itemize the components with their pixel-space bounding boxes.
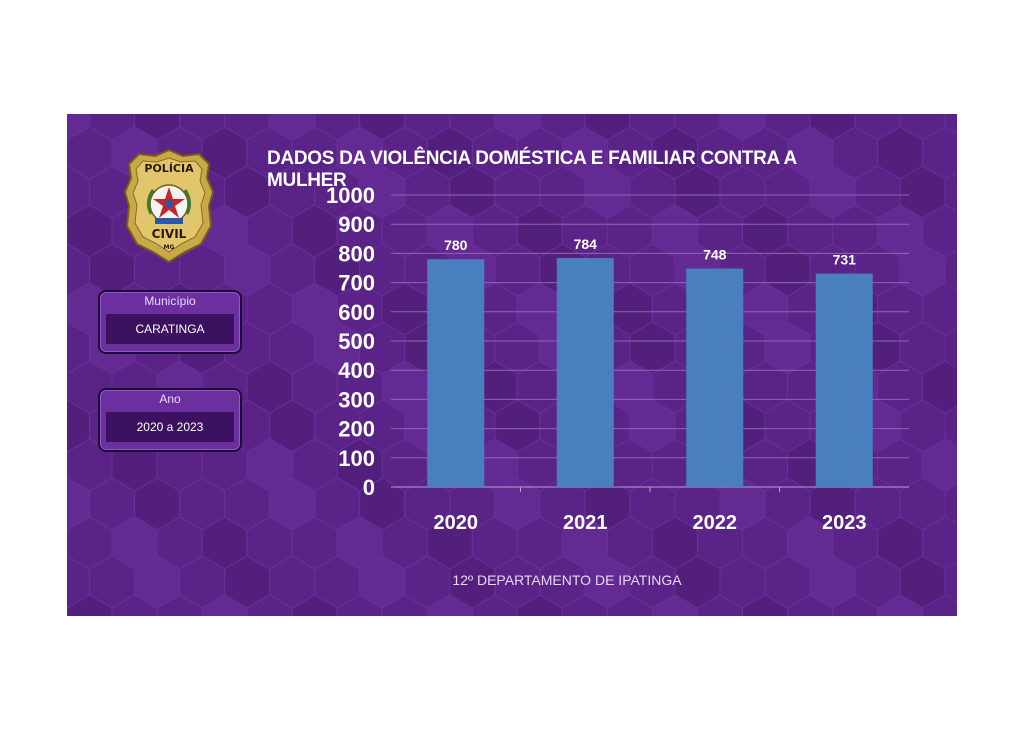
bar-chart: 0 100 200 300 400 500 600 700 800 900 1000 780 2020 7… bbox=[326, 183, 909, 534]
badge-state-text: MG bbox=[164, 244, 175, 251]
hexagon-tile bbox=[201, 594, 248, 616]
hexagon-tile bbox=[381, 594, 428, 616]
ano-filter-value[interactable]: 2020 a 2023 bbox=[106, 412, 234, 442]
hexagon-tile bbox=[111, 594, 158, 616]
bar-2023 bbox=[815, 273, 873, 487]
y-tick-label: 700 bbox=[338, 271, 375, 296]
y-tick-label: 200 bbox=[338, 417, 375, 442]
bar-2021 bbox=[556, 258, 614, 487]
data-label-2020: 780 bbox=[444, 237, 468, 253]
hexagon-tile bbox=[922, 438, 957, 492]
hexagon-tile bbox=[719, 114, 766, 141]
hexagon-tile bbox=[516, 594, 563, 616]
hexagon-tile bbox=[606, 594, 653, 616]
hexagon-tile bbox=[336, 594, 383, 616]
y-tick-label: 100 bbox=[338, 446, 375, 471]
y-tick-label: 400 bbox=[338, 358, 375, 383]
x-tick-label-2021: 2021 bbox=[563, 512, 608, 534]
badge-bottom-text: CIVIL bbox=[152, 227, 187, 241]
y-tick-label: 900 bbox=[338, 212, 375, 237]
hexagon-tile bbox=[697, 594, 743, 616]
x-tick-label-2022: 2022 bbox=[693, 512, 738, 534]
hexagon-tile bbox=[922, 360, 957, 414]
municipio-filter-label: Município bbox=[144, 294, 196, 308]
hexagon-tile bbox=[651, 594, 698, 616]
x-tick-label-2020: 2020 bbox=[434, 512, 479, 534]
bar-2022 bbox=[686, 268, 744, 487]
hexagon-tile bbox=[156, 594, 203, 616]
hexagon-tile bbox=[67, 477, 90, 531]
bar-2020 bbox=[427, 259, 485, 487]
hexagon-tile bbox=[67, 114, 90, 141]
data-label-2023: 731 bbox=[833, 252, 857, 268]
municipio-filter-value[interactable]: CARATINGA bbox=[106, 314, 234, 344]
dashboard-panel: DADOS DA VIOLÊNCIA DOMÉSTICA E FAMILIAR … bbox=[67, 114, 957, 616]
hexagon-tile bbox=[426, 594, 473, 616]
hexagon-tile bbox=[67, 594, 113, 616]
hexagon-tile bbox=[269, 114, 316, 141]
policia-civil-badge-logo: POLÍCIA CIVIL MG bbox=[123, 148, 215, 264]
hexagon-tile bbox=[494, 114, 541, 141]
hexagon-tile bbox=[742, 594, 788, 616]
footer-department: 12º DEPARTAMENTO DE IPATINGA bbox=[452, 572, 682, 588]
data-label-2021: 784 bbox=[574, 236, 598, 252]
x-tick-label-2023: 2023 bbox=[822, 512, 867, 534]
ano-filter-label: Ano bbox=[159, 392, 181, 406]
y-tick-label: 800 bbox=[338, 241, 375, 266]
y-tick-label: 500 bbox=[338, 329, 375, 354]
hexagon-tile bbox=[877, 594, 924, 616]
badge-top-text: POLÍCIA bbox=[144, 162, 194, 175]
hexagon-tile bbox=[471, 594, 518, 616]
data-label-2022: 748 bbox=[703, 247, 727, 263]
hexagon-tile bbox=[291, 594, 338, 616]
hexagon-tile bbox=[561, 594, 608, 616]
hexagon-tile bbox=[787, 594, 834, 616]
hexagon-tile bbox=[832, 594, 879, 616]
hexagon-tile bbox=[67, 399, 90, 453]
page-title: DADOS DA VIOLÊNCIA DOMÉSTICA E FAMILIAR … bbox=[267, 148, 797, 191]
municipio-filter[interactable]: Município CARATINGA bbox=[98, 290, 242, 354]
hexagon-tile bbox=[246, 594, 293, 616]
hexagon-tile bbox=[922, 594, 957, 616]
y-tick-label: 600 bbox=[338, 300, 375, 325]
ano-filter[interactable]: Ano 2020 a 2023 bbox=[98, 388, 242, 452]
y-tick-label: 1000 bbox=[326, 183, 375, 208]
y-tick-label: 300 bbox=[338, 387, 375, 412]
y-tick-label: 0 bbox=[363, 475, 375, 500]
